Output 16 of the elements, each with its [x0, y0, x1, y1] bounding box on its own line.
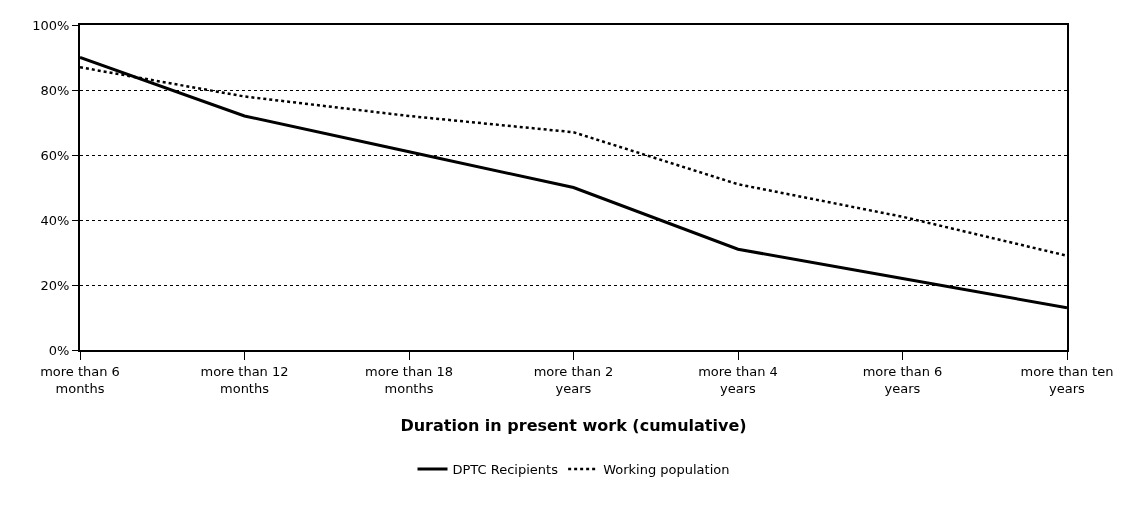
- y-tick-label: 60%: [40, 147, 70, 163]
- legend-label: Working population: [603, 462, 730, 478]
- y-tick-label: 100%: [32, 17, 70, 33]
- legend-label: DPTC Recipients: [452, 462, 559, 478]
- x-tick-label: more than 6 years: [862, 363, 943, 396]
- x-tick-label: more than ten years: [1020, 363, 1114, 396]
- y-tick-label: 0%: [48, 342, 70, 358]
- x-tick-label: more than 18 months: [364, 363, 454, 396]
- y-tick-label: 40%: [40, 212, 70, 228]
- x-axis-title: Duration in present work (cumulative): [400, 415, 747, 435]
- x-tick-label: more than 12 months: [200, 363, 289, 396]
- y-tick-label: 20%: [40, 277, 70, 293]
- x-tick-label: more than 2 years: [533, 363, 614, 396]
- x-tick-label: more than 6 months: [40, 363, 120, 396]
- x-tick-label: more than 4 years: [698, 363, 778, 396]
- y-tick-label: 80%: [40, 82, 70, 98]
